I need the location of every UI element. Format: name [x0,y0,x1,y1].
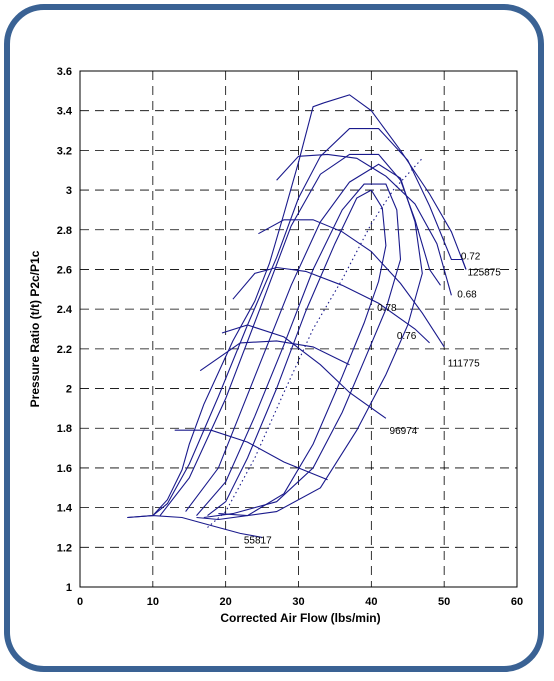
surge-line [127,102,325,519]
chart-frame [4,4,544,672]
x-tick-labels: 0 10 20 30 40 50 60 [77,596,523,608]
y-tick-label: 1 [66,582,72,594]
efficiency-contour [185,163,423,521]
x-tick-label: 10 [147,596,159,608]
y-tick-label: 1.6 [57,463,72,475]
y-tick-label: 2.2 [57,344,72,356]
annotation-label: 0.68 [457,289,477,300]
speed-line [323,94,467,270]
annotation-label: 96974 [390,426,418,437]
operating-line [207,157,423,528]
y-tick-label: 2.4 [57,304,73,316]
y-tick-label: 3 [66,185,72,197]
speed-line [232,266,430,344]
y-axis-title: Pressure Ratio (t/t) P2c/P1c [28,250,42,407]
plot-area [79,70,518,588]
annotation-label: 125875 [467,267,501,278]
efficiency-contour [196,183,402,519]
speed-line [199,340,350,372]
annotation-label: 0.78 [377,303,397,314]
speed-line [174,429,328,481]
y-tick-label: 1.4 [57,503,73,515]
efficiency-contour [207,189,387,517]
x-tick-label: 0 [77,596,83,608]
speed-line [258,219,445,348]
y-tick-labels: 1 1.2 1.4 1.6 1.8 2 2.2 2.4 2.6 2.8 3 3.2 3.4 3.6 [57,66,73,594]
annotation-label: 0.72 [461,252,481,263]
efficiency-contour [152,128,467,517]
efficiency-contour [159,153,441,516]
y-tick-label: 3.4 [57,106,73,118]
annotation-layer: 0.72 125875 0.68 0.78 0.76 111775 96974 55817 [244,252,501,547]
x-tick-label: 20 [220,596,232,608]
y-tick-label: 2.8 [57,225,72,237]
y-tick-label: 2.6 [57,264,72,276]
axes-layer [79,70,518,588]
series-layer [127,94,467,538]
annotation-label: 55817 [244,535,272,546]
annotation-label: 0.76 [397,331,417,342]
x-tick-label: 60 [511,596,523,608]
annotation-label: 111775 [448,359,480,370]
y-tick-label: 2 [66,384,72,396]
y-tick-label: 1.8 [57,423,72,435]
y-tick-label: 3.2 [57,145,72,157]
y-tick-label: 1.2 [57,542,72,554]
x-tick-label: 40 [365,596,377,608]
speed-line [276,153,452,296]
x-tick-label: 50 [438,596,450,608]
speed-line [127,515,263,538]
speed-line [221,324,387,419]
x-tick-label: 30 [292,596,304,608]
y-tick-label: 3.6 [57,66,72,78]
x-axis-title: Corrected Air Flow (lbs/min) [220,611,380,625]
